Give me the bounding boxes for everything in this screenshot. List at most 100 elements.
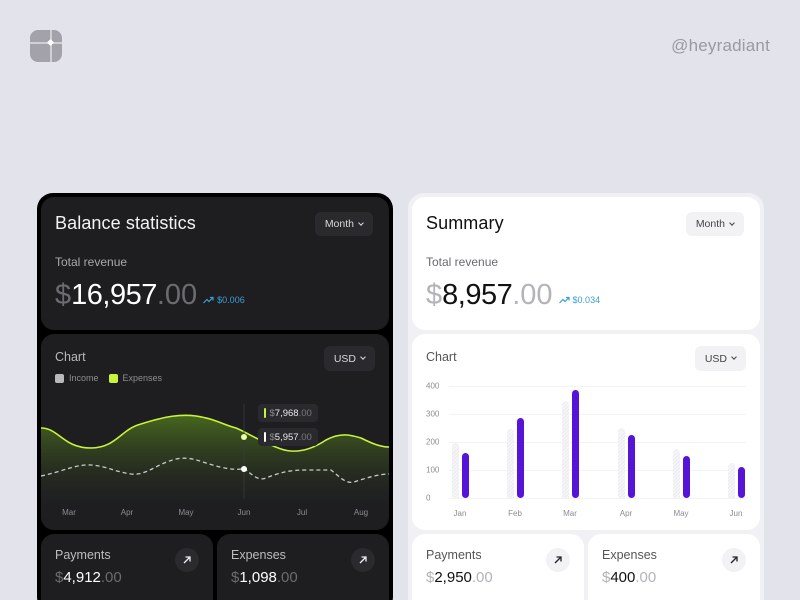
bar-current-jan[interactable] [462, 453, 469, 498]
trend-value: $0.006 [217, 295, 245, 305]
x-label: Jul [296, 508, 308, 517]
sparkle-icon [47, 39, 54, 46]
amount-decimal: .00 [635, 569, 657, 586]
legend-item-income[interactable]: Income [55, 373, 99, 383]
card-title: Expenses [602, 548, 657, 562]
bar-current-feb[interactable] [517, 418, 524, 498]
amount-decimal: .00 [471, 569, 493, 586]
period-select-label: Month [324, 218, 354, 230]
currency-symbol: $ [55, 279, 72, 311]
tooltip-marker [264, 432, 266, 442]
bar-previous-may[interactable] [673, 449, 680, 498]
amount-integer: 400 [610, 569, 636, 586]
summary-chart-card: Chart USD 400 300 200 100 0 [412, 334, 760, 530]
x-label: Apr [120, 508, 134, 517]
tooltip-currency: $ [269, 407, 275, 419]
bar-current-may[interactable] [683, 456, 690, 498]
x-label: Apr [619, 509, 633, 518]
trending-up-icon [558, 296, 570, 304]
x-label: Aug [353, 508, 369, 517]
balance-area-chart[interactable] [41, 404, 389, 508]
tooltip-integer: 7,968 [274, 407, 299, 419]
amount-decimal: .00 [156, 279, 198, 311]
bar-previous-jan[interactable] [452, 443, 459, 498]
balance-statistics-panel: Balance statistics Month Total revenue $… [37, 193, 393, 600]
amount-integer: 1,098 [239, 569, 277, 586]
bar-current-jun[interactable] [738, 467, 745, 498]
open-expenses-button[interactable] [722, 548, 746, 572]
panel-title: Summary [426, 213, 504, 233]
x-label: Jun [729, 509, 743, 518]
summary-revenue-card: Summary Month Total revenue $ 8,957 .00 … [412, 197, 760, 330]
balance-chart-card: Chart USD Income Expenses [41, 334, 389, 530]
total-revenue-label: Total revenue [55, 255, 128, 269]
arrow-up-right-icon [183, 556, 191, 564]
brand-logo-icon [30, 30, 62, 62]
trend-value: $0.034 [572, 295, 601, 305]
expenses-card[interactable]: Expenses $400.00 [588, 534, 760, 600]
currency-symbol: $ [426, 569, 435, 586]
amount-integer: 4,912 [63, 569, 101, 586]
y-tick: 0 [426, 493, 431, 503]
summary-cards-row: Payments $4,912.00 Expenses $1,098.00 [41, 534, 389, 600]
bar-previous-apr[interactable] [618, 428, 625, 498]
card-title: Payments [426, 548, 482, 562]
y-tick: 200 [426, 437, 440, 447]
gridline [449, 498, 746, 499]
period-select-label: Month [695, 218, 725, 230]
chevron-down-icon [731, 354, 737, 360]
trend-indicator: $0.034 [558, 295, 601, 305]
bar-current-mar[interactable] [572, 390, 579, 498]
tooltip-income: $5,957.00 [258, 428, 318, 446]
arrow-up-right-icon [730, 556, 738, 564]
card-amount: $1,098.00 [231, 569, 375, 586]
card-amount: $2,950.00 [426, 569, 570, 586]
period-select[interactable]: Month [314, 212, 373, 236]
amount-decimal: .00 [512, 279, 553, 311]
chart-label: Chart [55, 350, 86, 364]
period-select[interactable]: Month [685, 212, 744, 236]
total-revenue-amount: $ 8,957 .00 $0.034 [426, 279, 746, 312]
legend-label: Expenses [122, 373, 163, 383]
bar-previous-jun[interactable] [728, 463, 735, 498]
tooltip-currency: $ [269, 431, 275, 443]
payments-card[interactable]: Payments $2,950.00 [412, 534, 584, 600]
arrow-up-right-icon [359, 556, 367, 564]
currency-symbol: $ [55, 569, 64, 586]
summary-bar-chart[interactable]: 400 300 200 100 0 [412, 374, 760, 524]
brand-handle: @heyradiant [671, 36, 770, 55]
chevron-down-icon [360, 354, 366, 360]
currency-select[interactable]: USD [694, 346, 746, 371]
currency-symbol: $ [602, 569, 611, 586]
panel-title: Balance statistics [55, 213, 196, 233]
bar-previous-feb[interactable] [507, 429, 514, 498]
card-title: Expenses [231, 548, 286, 562]
tooltip-integer: 5,957 [274, 431, 299, 443]
legend-swatch [55, 373, 64, 383]
card-amount: $400.00 [602, 569, 746, 586]
balance-revenue-card: Balance statistics Month Total revenue $… [41, 197, 389, 330]
expenses-card[interactable]: Expenses $1,098.00 [217, 534, 389, 600]
x-label: Jan [453, 509, 467, 518]
summary-panel: Summary Month Total revenue $ 8,957 .00 … [408, 193, 764, 600]
payments-card[interactable]: Payments $4,912.00 [41, 534, 213, 600]
legend-label: Income [69, 373, 99, 383]
bar-current-apr[interactable] [628, 435, 635, 498]
chevron-down-icon [729, 219, 735, 226]
gridline [449, 414, 746, 415]
amount-integer: 2,950 [434, 569, 472, 586]
y-tick: 100 [426, 465, 440, 475]
legend-item-expenses[interactable]: Expenses [108, 373, 163, 383]
open-expenses-button[interactable] [351, 548, 375, 572]
open-payments-button[interactable] [175, 548, 199, 572]
x-label: Mar [563, 509, 577, 518]
open-payments-button[interactable] [546, 548, 570, 572]
x-label: Feb [508, 509, 522, 518]
bar-previous-mar[interactable] [562, 401, 569, 498]
gridline [449, 470, 746, 471]
arrow-up-right-icon [554, 556, 562, 564]
tooltip-decimal: .00 [298, 431, 312, 443]
currency-select[interactable]: USD [323, 346, 375, 371]
currency-select-label: USD [704, 352, 727, 365]
gridline [449, 442, 746, 443]
